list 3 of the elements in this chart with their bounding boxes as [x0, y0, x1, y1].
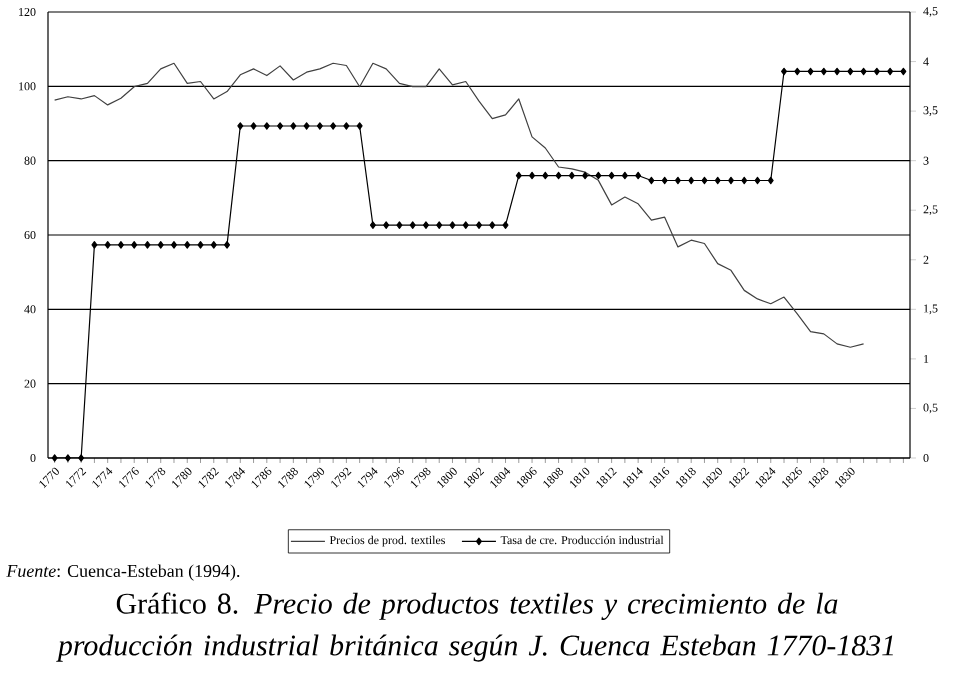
text: Gráfico 8. Precio de productos textiles y crecimiento de la producción industrial británica según J. Cuenca Esteban 1770-1831	[56, 592, 893, 662]
line-series	[54, 62, 865, 348]
text: Fuente: Cuenca-Esteban (1994).	[6, 564, 240, 581]
